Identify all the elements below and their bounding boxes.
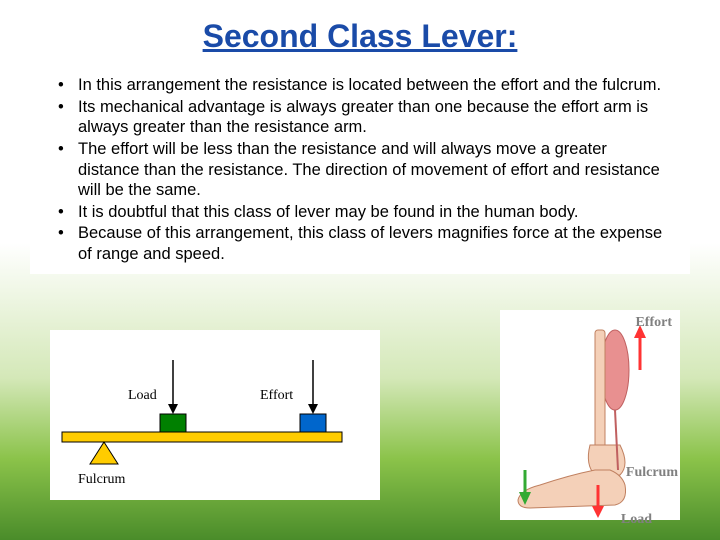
bullet-item: In this arrangement the resistance is lo… (50, 75, 670, 96)
bullet-item: The effort will be less than the resista… (50, 139, 670, 201)
fulcrum-label: Fulcrum (78, 472, 125, 488)
bullet-list: In this arrangement the resistance is lo… (50, 75, 670, 265)
bullet-item: Its mechanical advantage is always great… (50, 97, 670, 138)
diagram-area: Load Effort Fulcrum Effort Fulcrum (0, 310, 720, 510)
effort-label: Effort (260, 388, 293, 404)
foot-svg (500, 310, 680, 520)
bullet-item: It is doubtful that this class of lever … (50, 202, 670, 223)
load-label: Load (128, 388, 157, 404)
bullet-item: Because of this arrangement, this class … (50, 223, 670, 264)
slide-title: Second Class Lever: (0, 0, 720, 55)
bullet-content: In this arrangement the resistance is lo… (30, 67, 690, 274)
foot-effort-label: Effort (635, 315, 672, 331)
foot-diagram: Effort Fulcrum Load (500, 310, 680, 520)
lever-diagram: Load Effort Fulcrum (50, 330, 380, 500)
foot-fulcrum-label: Fulcrum (626, 465, 678, 481)
foot-load-label: Load (621, 512, 652, 528)
